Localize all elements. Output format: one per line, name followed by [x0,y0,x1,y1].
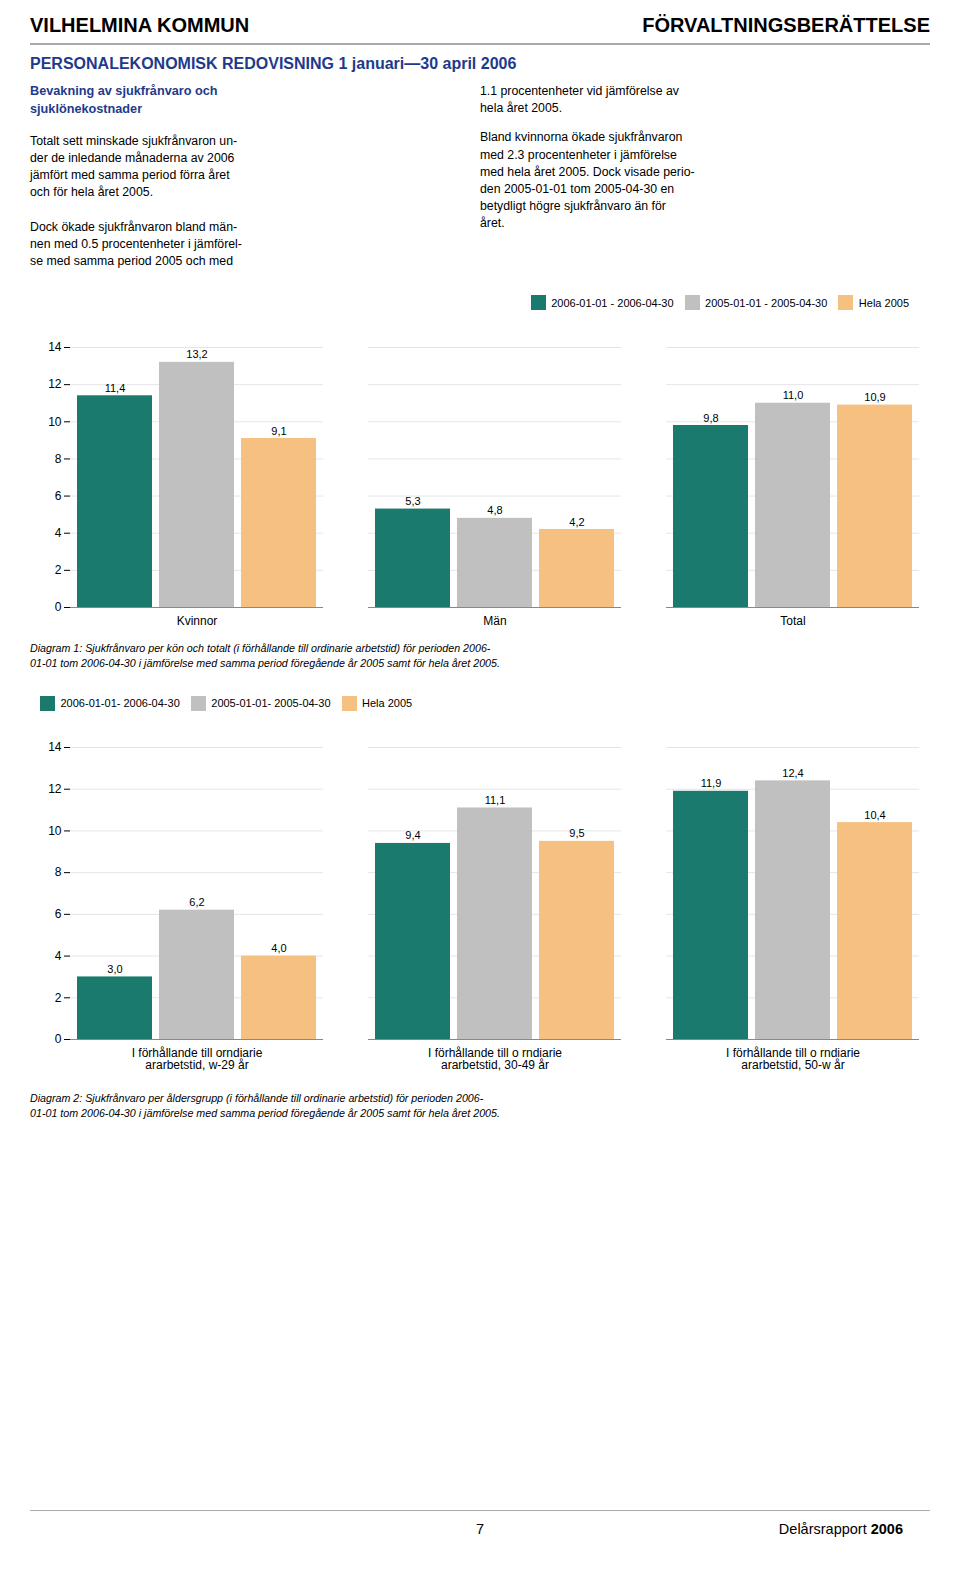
svg-text:6: 6 [55,907,62,921]
svg-text:6: 6 [55,489,62,503]
svg-text:10: 10 [48,824,62,838]
svg-text:10,4: 10,4 [864,809,885,821]
svg-text:I förhållande till o rndiariea: I förhållande till o rndiarieararbetstid… [726,1046,860,1072]
html-text:2005-01-01 - 2005-04-30: 2005-01-01 - 2005-04-30 [705,296,828,309]
html-text:2005-01-01- 2005-04-30: 2005-01-01- 2005-04-30 [211,697,331,710]
svg-text:4,2: 4,2 [569,515,584,527]
svg-text:Kvinnor: Kvinnor [177,614,218,628]
html-text:Bevakning av sjukfrånvaro och: Bevakning av sjukfrånvaro och sjuklöneko… [30,84,218,116]
svg-text:9,5: 9,5 [569,828,584,840]
html-text:PERSONALEKONOMISK REDOVISNING: PERSONALEKONOMISK REDOVISNING 1 januari—… [30,55,517,72]
svg-text:9,1: 9,1 [271,424,286,436]
svg-text:2: 2 [55,563,62,577]
html-text:Hela 2005: Hela 2005 [858,296,909,309]
svg-text:9,4: 9,4 [405,830,420,842]
svg-text:5,3: 5,3 [405,495,420,507]
svg-text:11,4: 11,4 [105,381,126,393]
svg-text:8: 8 [55,451,62,465]
svg-text:0: 0 [55,600,62,614]
html-text:Diagram 1: Sjukfrånvaro per kö: Diagram 1: Sjukfrånvaro per kön och tota… [30,641,500,669]
svg-text:8: 8 [55,866,62,880]
svg-text:Män: Män [483,614,506,628]
svg-text:4: 4 [55,949,62,963]
svg-text:12: 12 [48,782,62,796]
svg-text:I förhållande till orndiariear: I förhållande till orndiarieararbetstid,… [132,1046,263,1072]
html-text:Totalt sett minskade sjukfrånv: Totalt sett minskade sjukfrånvaron un- d… [30,133,242,268]
svg-text:14: 14 [48,340,62,354]
svg-text:12: 12 [48,377,62,391]
svg-text:14: 14 [48,740,62,754]
svg-text:Total: Total [780,614,805,628]
svg-text:9,8: 9,8 [703,411,718,423]
svg-text:10,9: 10,9 [864,391,885,403]
html-text:1.1 procentenheter vid jämföre: 1.1 procentenheter vid jämförelse av hel… [480,84,679,116]
svg-text:4,0: 4,0 [271,942,286,954]
html-text:Bland kvinnorna ökade sjukfrån: Bland kvinnorna ökade sjukfrånvaron med … [480,130,695,231]
html-text:7: 7 [476,1521,484,1537]
html-text:Diagram 2: Sjukfrånvaro per ål: Diagram 2: Sjukfrånvaro per åldersgrupp … [30,1092,500,1120]
html-text:VILHELMINA KOMMUN: VILHELMINA KOMMUN [30,14,250,36]
svg-text:11,9: 11,9 [701,777,722,789]
svg-text:10: 10 [48,414,62,428]
html-text:2006-01-01 - 2006-04-30: 2006-01-01 - 2006-04-30 [551,296,674,309]
html-text:2006-01-01- 2006-04-30: 2006-01-01- 2006-04-30 [60,697,180,710]
svg-text:4: 4 [55,526,62,540]
svg-text:11,0: 11,0 [783,389,804,401]
svg-text:11,1: 11,1 [485,794,506,806]
svg-text:0: 0 [55,1032,62,1046]
svg-text:3,0: 3,0 [107,963,122,975]
svg-text:6,2: 6,2 [189,896,204,908]
svg-text:I förhållande till o rndiariea: I förhållande till o rndiarieararbetstid… [428,1046,562,1072]
html-text:FÖRVALTNINGSBERÄTTELSE: FÖRVALTNINGSBERÄTTELSE [642,14,930,36]
svg-text:12,4: 12,4 [782,767,803,779]
svg-text:2: 2 [55,991,62,1005]
svg-text:13,2: 13,2 [186,348,207,360]
svg-text:4,8: 4,8 [487,504,502,516]
html-text:Delårsrapport 2006: Delårsrapport 2006 [778,1521,903,1537]
html-text:Hela 2005: Hela 2005 [362,697,413,710]
